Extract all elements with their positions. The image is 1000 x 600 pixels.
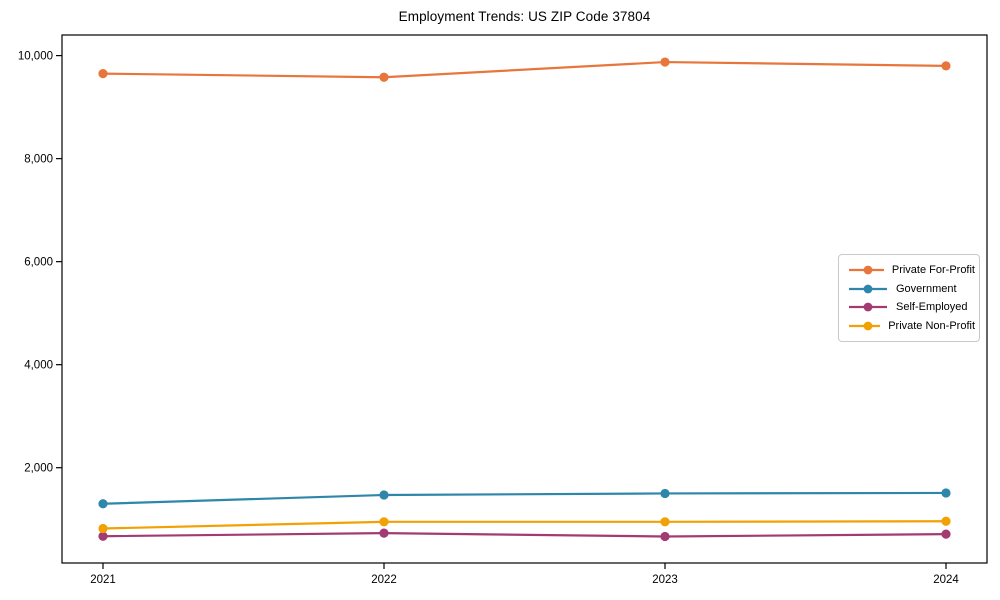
data-point-marker (98, 523, 108, 534)
data-point-marker (660, 531, 670, 542)
data-point-marker (379, 517, 389, 527)
axes-spines (61, 34, 988, 564)
data-point-marker (941, 529, 951, 539)
series-line (101, 60, 948, 79)
data-point-marker (379, 528, 389, 538)
x-tick-label: 2024 (933, 574, 959, 586)
legend-label: Private For-Profit (891, 264, 975, 277)
series-self-employed (98, 528, 951, 542)
series-private-non-profit (98, 516, 951, 534)
series-private-for-profit (98, 57, 951, 82)
x-tick-label: 2021 (90, 574, 116, 586)
legend-line-marker-icon (849, 321, 881, 330)
data-point-marker (379, 72, 389, 82)
chart-title: Employment Trends: US ZIP Code 37804 (398, 9, 651, 24)
y-tick-label: 8,000 (24, 154, 53, 166)
x-tick-label: 2023 (652, 574, 678, 586)
data-point-marker (660, 57, 670, 67)
legend-item-private-non-profit: Private Non-Profit (848, 320, 975, 332)
data-point-marker (941, 516, 951, 526)
data-point-marker (379, 490, 389, 500)
series-government (98, 488, 951, 509)
data-point-marker (941, 61, 951, 71)
data-point-marker (660, 517, 670, 527)
data-point-marker (98, 69, 108, 79)
data-point-marker (941, 488, 951, 498)
legend-line-marker-icon (849, 284, 887, 294)
legend-line-marker-icon (849, 265, 884, 275)
x-axis: 2021 2022 2023 2024 (90, 563, 959, 586)
data-point-marker (660, 488, 670, 499)
y-tick-label: 4,000 (24, 360, 53, 372)
series-line (101, 532, 948, 538)
legend: Private For-Profit Government Self-Employe… (838, 254, 980, 342)
legend-item-government: Government (848, 283, 975, 295)
y-axis: 2,000 4,000 6,000 8,000 10,000 (18, 51, 62, 475)
legend-item-private-for-profit: Private For-Profit (848, 264, 975, 276)
y-tick-label: 6,000 (24, 257, 53, 269)
data-point-marker (98, 499, 108, 509)
legend-label: Private Non-Profit (888, 319, 975, 332)
series-line (101, 520, 948, 530)
legend-label: Government (896, 282, 957, 295)
y-tick-label: 2,000 (24, 463, 53, 475)
data-point-marker (98, 531, 108, 541)
legend-label: Self-Employed (896, 301, 968, 314)
legend-item-self-employed: Self-Employed (848, 301, 975, 313)
y-tick-label: 10,000 (18, 51, 53, 63)
x-tick-label: 2022 (371, 574, 397, 586)
series-line (101, 491, 948, 505)
legend-line-marker-icon (849, 302, 887, 312)
